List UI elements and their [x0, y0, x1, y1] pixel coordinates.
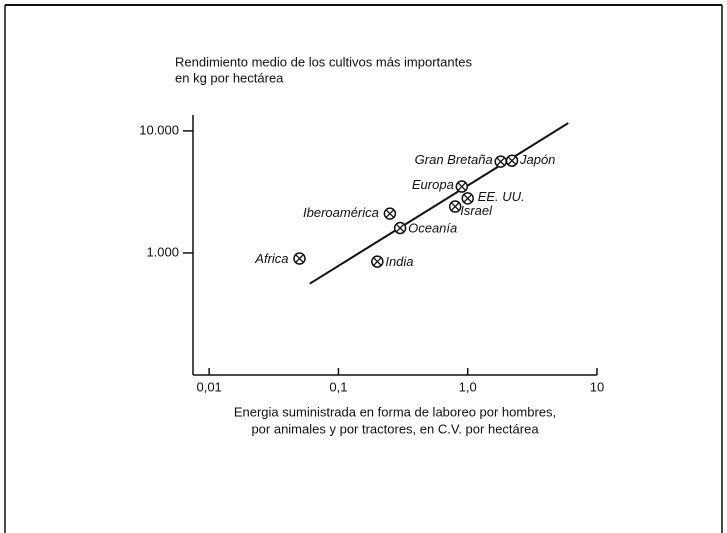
- point: [455, 180, 469, 193]
- point-cross: [463, 194, 473, 203]
- x-axis-label: Energia suministrada en forma de laboreo…: [234, 404, 556, 419]
- point-label: India: [385, 254, 413, 269]
- chart-title: Rendimiento medio de los cultivos más im…: [175, 54, 472, 69]
- point-cross: [295, 254, 304, 263]
- point: [461, 192, 474, 205]
- point-label: EE. UU.: [478, 189, 525, 204]
- point-cross: [395, 223, 405, 233]
- point: [371, 255, 384, 268]
- chart-subtitle: en kg por hectárea: [175, 70, 284, 85]
- point-label: Africa: [254, 251, 288, 266]
- point: [393, 221, 407, 235]
- trend-line: [309, 122, 569, 285]
- point-label: Gran Bretaña: [415, 152, 493, 167]
- point-label: Iberoamérica: [303, 205, 379, 220]
- point-cross: [457, 182, 467, 191]
- point-cross: [507, 156, 517, 166]
- x-tick-label: 1,0: [459, 379, 477, 394]
- point: [383, 207, 397, 220]
- x-tick-label: 0,01: [196, 379, 221, 394]
- point: [494, 155, 507, 168]
- point-cross: [496, 157, 506, 166]
- point: [448, 200, 462, 213]
- point-label: Oceanía: [408, 220, 457, 235]
- x-axis-label: por animales y por tractores, en C.V. po…: [251, 421, 539, 436]
- x-tick-label: 0,1: [329, 379, 347, 394]
- point-cross: [385, 209, 395, 218]
- point-cross: [373, 257, 382, 266]
- y-tick-label: 10.000: [139, 122, 179, 137]
- point-label: Israel: [460, 203, 493, 218]
- point-cross: [450, 202, 460, 211]
- x-tick-label: 10: [590, 379, 604, 394]
- point-label: Japón: [519, 152, 555, 167]
- point: [293, 252, 306, 265]
- point: [505, 154, 519, 167]
- point-label: Europa: [412, 177, 454, 192]
- y-tick-label: 1.000: [146, 244, 179, 259]
